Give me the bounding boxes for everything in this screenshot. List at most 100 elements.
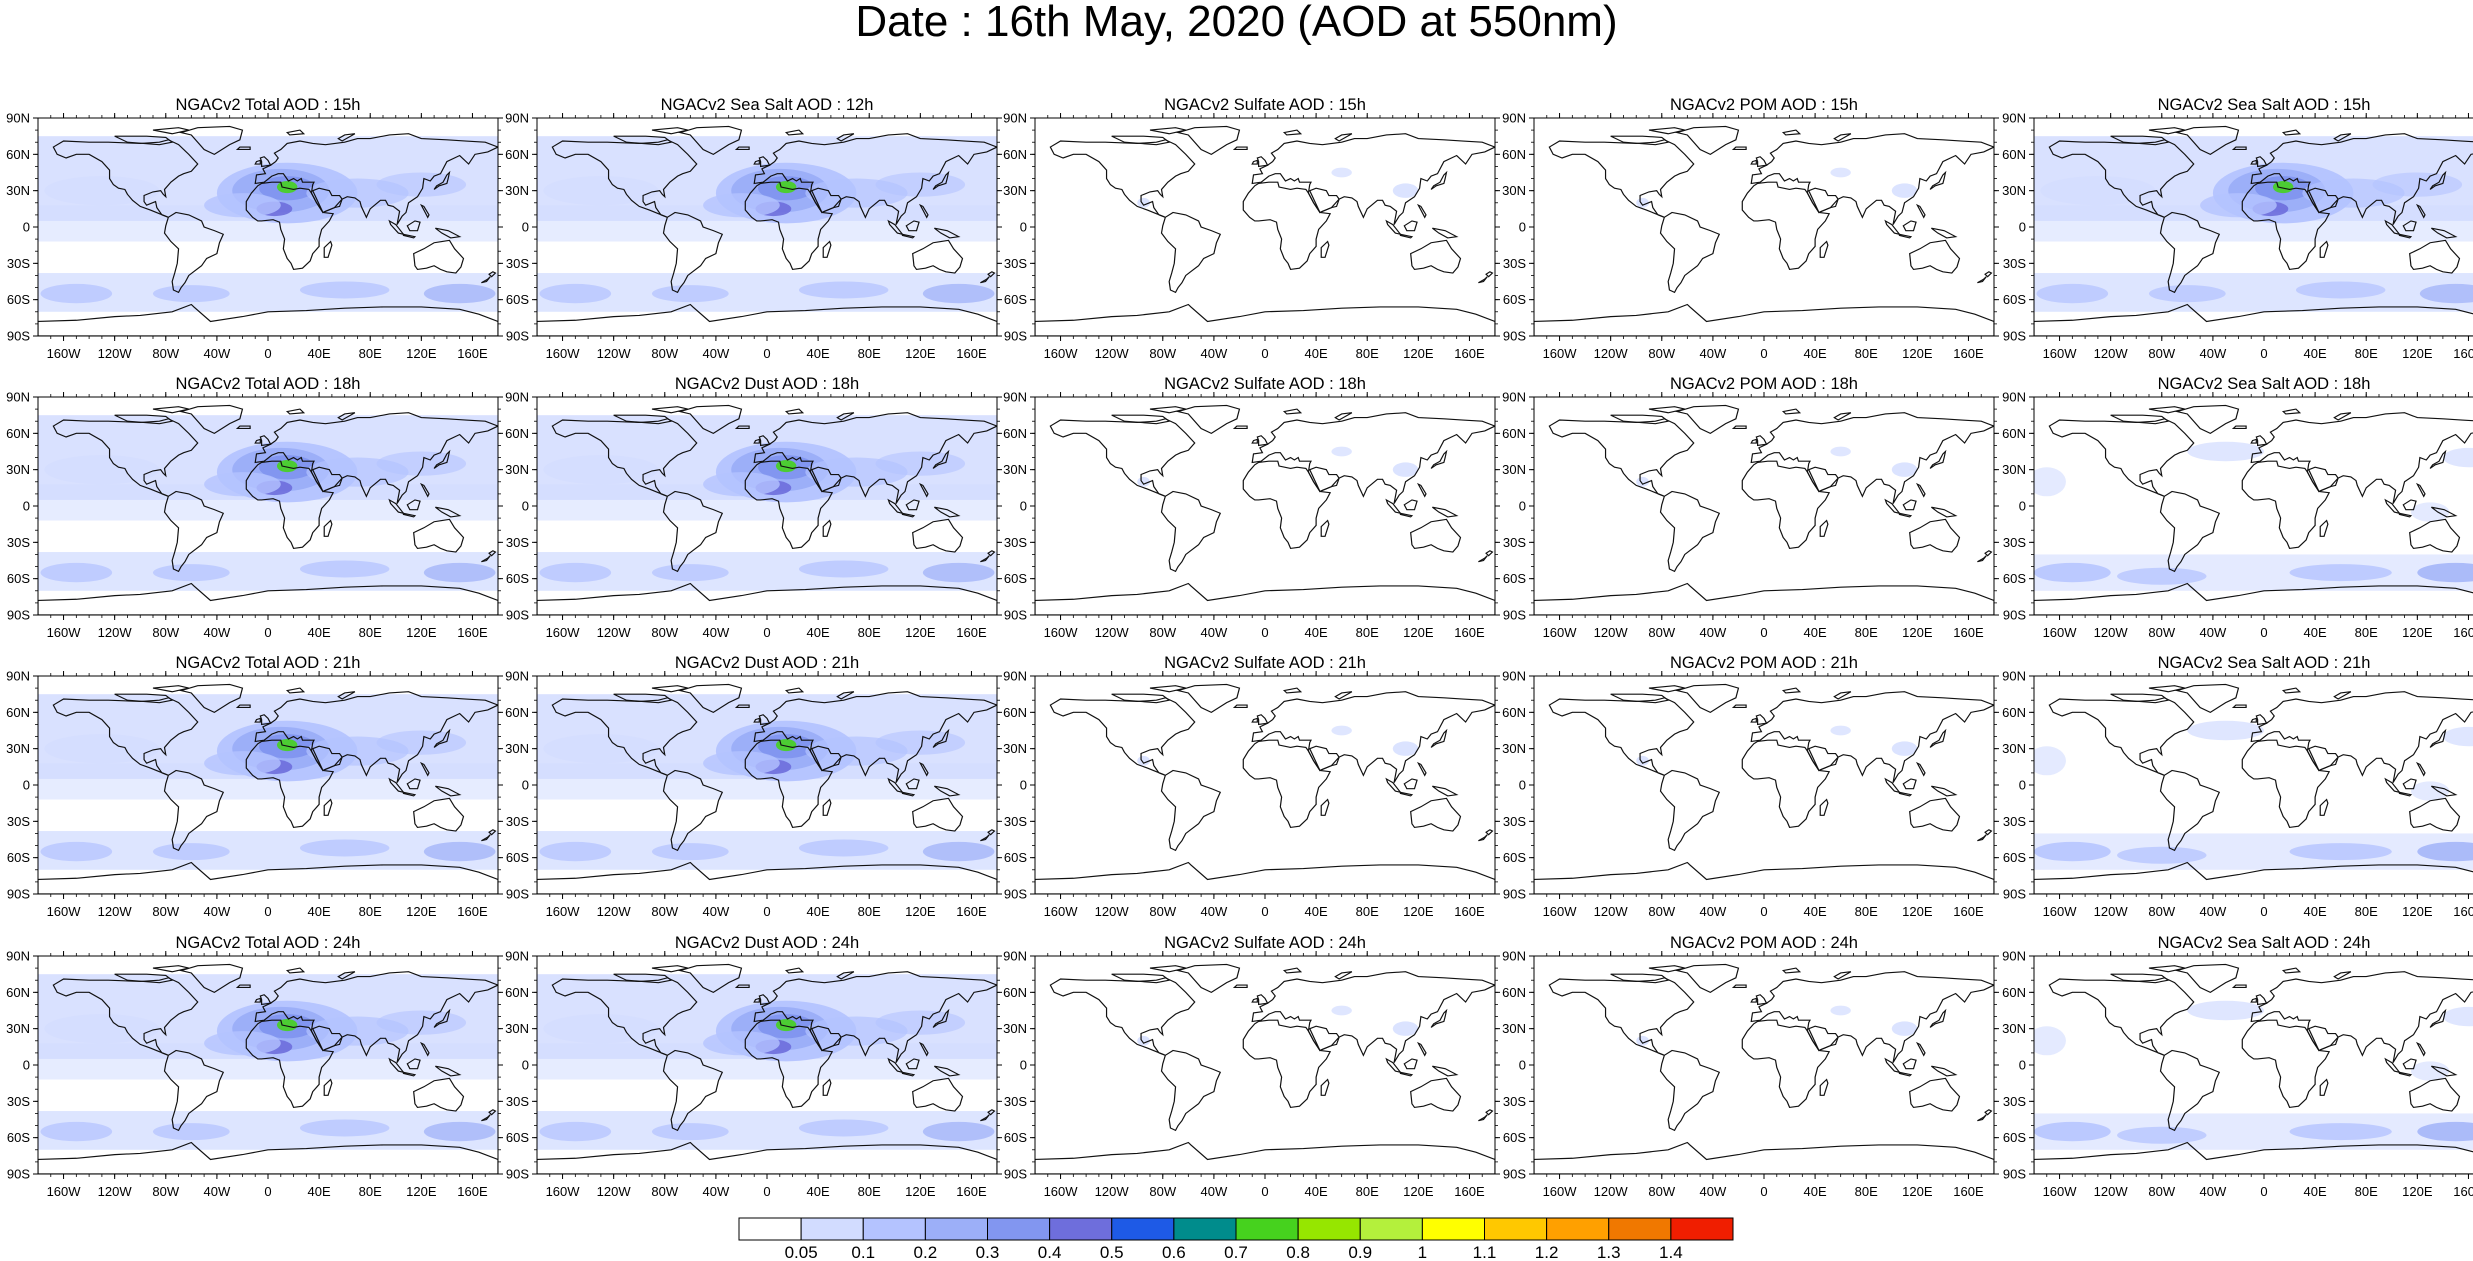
lat-tick-label: 30S [1004, 535, 1027, 550]
lat-tick-label: 90S [506, 329, 529, 344]
lat-tick-label: 60S [2003, 571, 2026, 586]
colorbar-swatch [862, 1217, 926, 1241]
lon-tick-label: 160E [2453, 625, 2473, 640]
lat-tick-label: 30S [1503, 256, 1526, 271]
lat-tick-label: 30S [7, 814, 30, 829]
lon-tick-label: 80W [651, 1184, 678, 1199]
lat-tick-label: 0 [23, 1058, 30, 1073]
lon-tick-label: 160E [2453, 904, 2473, 919]
lat-tick-label: 60N [1502, 985, 1526, 1000]
aod-field [2034, 720, 2473, 870]
lon-tick-label: 80W [651, 625, 678, 640]
colorbar-label: 0.05 [785, 1243, 818, 1261]
lat-tick-label: 30N [2002, 1021, 2026, 1036]
lon-tick-label: 120E [905, 625, 936, 640]
lat-tick-label: 90S [1503, 887, 1526, 902]
panel-title: NGACv2 Sea Salt AOD : 15h [2158, 96, 2371, 114]
lat-tick-label: 90N [1502, 949, 1526, 964]
lon-tick-label: 40W [703, 346, 730, 361]
lat-tick-label: 90S [2003, 329, 2026, 344]
colorbar-swatch [1608, 1217, 1672, 1241]
map-panel: NGACv2 Sea Salt AOD : 21h 160W 120W 80W 40W 0… [2002, 654, 2473, 919]
lat-tick-label: 90S [506, 1167, 529, 1182]
lon-tick-label: 80W [1648, 346, 1675, 361]
lon-tick-label: 0 [763, 346, 770, 361]
lon-tick-label: 40E [807, 625, 830, 640]
figure-title: Date : 16th May, 2020 (AOD at 550nm) [855, 0, 1618, 46]
lat-tick-label: 60S [1004, 292, 1027, 307]
lon-tick-label: 80E [1855, 1184, 1878, 1199]
aod-field [1636, 446, 1918, 487]
lon-tick-label: 160E [956, 346, 987, 361]
map-panel: NGACv2 Sea Salt AOD : 24h 160W 120W 80W 40W 0… [2002, 934, 2473, 1199]
aod-field [1137, 167, 1419, 208]
map-panel: NGACv2 Sulfate AOD : 15h 160W 120W 80W 40W 0 4… [1003, 96, 1500, 361]
lat-tick-label: 0 [2019, 220, 2026, 235]
lon-tick-label: 160E [956, 625, 987, 640]
lon-tick-label: 0 [1760, 346, 1767, 361]
lon-tick-label: 120E [2402, 1184, 2433, 1199]
lat-tick-label: 60N [505, 985, 529, 1000]
lon-tick-label: 40E [308, 625, 331, 640]
lon-tick-label: 160E [1454, 625, 1485, 640]
lon-tick-label: 40E [1804, 346, 1827, 361]
lon-tick-label: 120W [1095, 346, 1130, 361]
lon-tick-label: 0 [1261, 1184, 1268, 1199]
lat-tick-label: 60N [1502, 147, 1526, 162]
aod-field [2034, 441, 2473, 591]
lat-tick-label: 30N [505, 741, 529, 756]
lon-tick-label: 40E [1804, 625, 1827, 640]
lat-tick-label: 0 [1020, 1058, 1027, 1073]
panel-title: NGACv2 POM AOD : 24h [1670, 934, 1858, 952]
colorbar-swatch [924, 1217, 988, 1241]
lon-tick-label: 160W [2043, 625, 2078, 640]
panel-title: NGACv2 Sea Salt AOD : 21h [2158, 654, 2371, 672]
aod-field [1636, 725, 1918, 766]
lon-tick-label: 40W [2200, 346, 2227, 361]
lat-tick-label: 90N [2002, 949, 2026, 964]
lon-tick-label: 160W [546, 625, 581, 640]
lat-tick-label: 90N [505, 390, 529, 405]
colorbar-label: 0.1 [851, 1243, 875, 1261]
lon-tick-label: 160W [1044, 346, 1079, 361]
lon-tick-label: 40E [308, 346, 331, 361]
lat-tick-label: 90S [1004, 608, 1027, 623]
lon-tick-label: 160E [457, 1184, 488, 1199]
lon-tick-label: 0 [2260, 346, 2267, 361]
lon-tick-label: 0 [763, 625, 770, 640]
panel-title: NGACv2 Dust AOD : 24h [675, 934, 859, 952]
map-panel: NGACv2 Sulfate AOD : 18h 160W 120W 80W 40W 0 4… [1003, 375, 1500, 640]
lon-tick-label: 160E [1953, 904, 1984, 919]
lon-tick-label: 120E [1403, 904, 1434, 919]
lat-tick-label: 60S [2003, 1130, 2026, 1145]
lon-tick-label: 120W [597, 346, 632, 361]
lat-tick-label: 0 [23, 220, 30, 235]
lon-tick-label: 0 [2260, 625, 2267, 640]
colorbar-swatch [1173, 1217, 1237, 1241]
lon-tick-label: 120E [905, 346, 936, 361]
lon-tick-label: 80W [1149, 904, 1176, 919]
lat-tick-label: 30N [1003, 1021, 1027, 1036]
map-panel: NGACv2 Sea Salt AOD : 15h 160W 120W 80W 40W 0… [2002, 96, 2473, 361]
colorbar-swatch [1235, 1217, 1299, 1241]
aod-field [38, 694, 498, 870]
lat-tick-label: 90S [7, 608, 30, 623]
panel-title: NGACv2 Sulfate AOD : 18h [1164, 375, 1366, 393]
lat-tick-label: 90S [2003, 887, 2026, 902]
lon-tick-label: 80W [1149, 625, 1176, 640]
lat-tick-label: 60N [2002, 705, 2026, 720]
lat-tick-label: 60S [1004, 571, 1027, 586]
lon-tick-label: 80W [152, 904, 179, 919]
map-panel: NGACv2 Sea Salt AOD : 12h 160W 120W 80W 40W 0… [505, 96, 1002, 361]
lat-tick-label: 90S [2003, 608, 2026, 623]
lon-tick-label: 40W [1700, 1184, 1727, 1199]
lon-tick-label: 120W [1594, 1184, 1629, 1199]
lon-tick-label: 40E [1305, 1184, 1328, 1199]
panel-title: NGACv2 Total AOD : 15h [176, 96, 361, 114]
lon-tick-label: 80W [1648, 625, 1675, 640]
lon-tick-label: 120E [905, 1184, 936, 1199]
lon-tick-label: 160E [457, 346, 488, 361]
colorbar-swatch [1297, 1217, 1361, 1241]
lat-tick-label: 90S [1004, 1167, 1027, 1182]
aod-field [38, 415, 498, 591]
